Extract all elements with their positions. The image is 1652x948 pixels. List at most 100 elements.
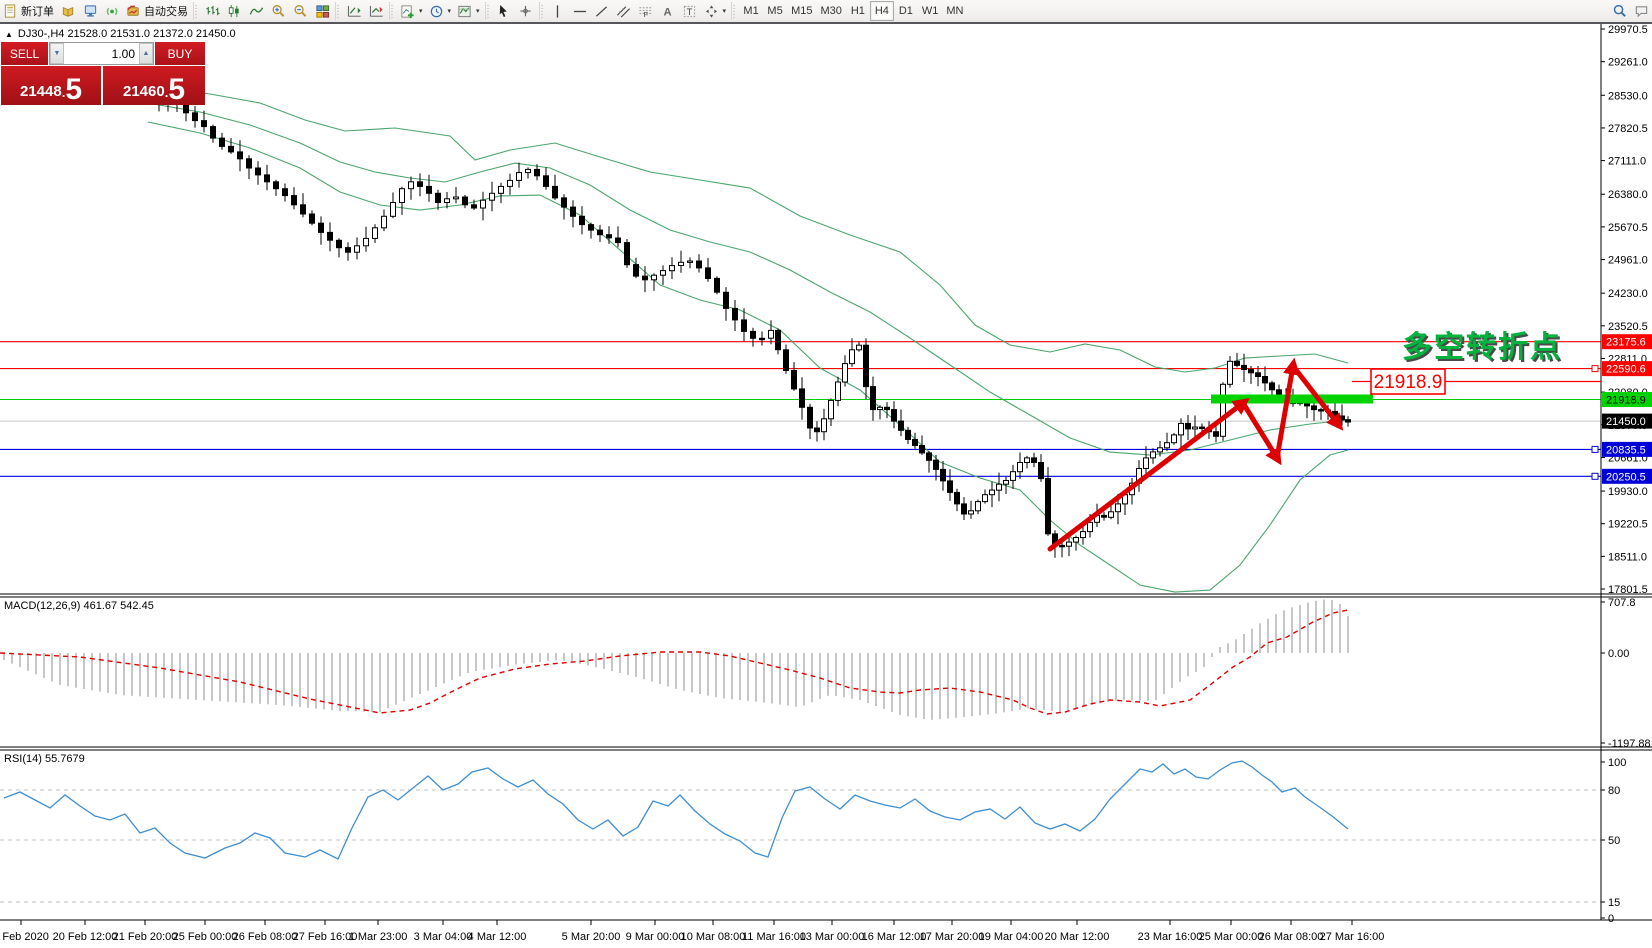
horizontal-line-button[interactable] [569,1,591,21]
history-center-button[interactable] [57,1,79,21]
zoom-in-icon [272,4,284,17]
chevron-down-icon: ▾ [476,8,480,15]
volume-increase-button[interactable]: ▲ [139,43,153,64]
buy-button[interactable]: BUY [154,42,205,65]
turning-point-text[interactable]: 多空转折点 [1402,331,1562,364]
search-icon [1613,4,1626,17]
price-axis-label: 29261.0 [1608,57,1648,69]
line-chart-button[interactable] [245,1,267,21]
price-badge [1602,392,1652,408]
text-button[interactable]: A [657,1,679,21]
new-order-button[interactable]: 新订单 [0,1,57,21]
price-axis-label: 23520.5 [1608,321,1648,333]
time-axis-label: 17 Mar 20:00 [920,931,985,943]
trendline-button[interactable] [591,1,613,21]
highlight-bar-annotation[interactable] [1211,394,1373,404]
time-axis-label: 9 Mar 00:00 [626,931,685,943]
timeframe-m5[interactable]: M5 [767,5,783,17]
toolbar-separator [484,2,491,20]
price-axis-label: 26380.0 [1608,189,1648,201]
zigzag-arrows-annotation[interactable] [1047,357,1344,552]
auto-scroll-icon [369,5,383,17]
chart-canvas[interactable]: 29970.5 29261.0 28530.0 27820.5 27111.0 26380… [0,24,1652,948]
toolbar: 新订单 自动交易 ▾ ▾ ▾ F A T ▾ M1 M5 M15 M30 H1 H4 D1 W1 MN [0,0,1652,22]
price-badge-label: 21918.9 [1606,395,1646,407]
market-watch-button[interactable] [79,1,101,21]
collapse-panel-icon[interactable]: ▲ [5,29,13,39]
chart-shift-button[interactable] [343,1,365,21]
new-order-icon [4,3,16,18]
timeframe-m30[interactable]: M30 [820,5,842,17]
signals-button[interactable] [101,1,123,21]
rsi-axis-label: 15 [1608,897,1620,909]
timeframe-w1[interactable]: W1 [921,5,939,17]
line-chart-icon [249,6,263,15]
timeframe-m1[interactable]: M1 [743,5,759,17]
sell-button[interactable]: SELL [1,42,49,65]
toolbar-separator [538,2,545,20]
pane-borders [0,24,1652,921]
zoom-out-button[interactable] [289,1,311,21]
time-axis-label: 23 Mar 16:00 [1138,931,1203,943]
price-axis-label: 27111.0 [1608,156,1646,168]
indicators-button[interactable]: ▾ [397,1,426,21]
sell-price-dot: . [61,85,66,100]
price-label-box[interactable] [1370,368,1446,395]
price-badge-label: 23175.6 [1606,337,1646,349]
bar-chart-button[interactable] [201,1,223,21]
indicator-add-icon [401,4,414,18]
candle-chart-button[interactable] [223,1,245,21]
rsi-line [3,760,1349,860]
rsi-axis-label: 50 [1608,835,1620,847]
rsi-axis-label: 80 [1608,785,1620,797]
level-endpoint-marker[interactable] [1591,472,1599,480]
arrows-icon [705,4,717,18]
crosshair-button[interactable] [515,1,537,21]
price-badge-label: 21450.0 [1606,416,1646,428]
channel-button[interactable] [613,1,635,21]
templates-button[interactable]: ▾ [454,1,483,21]
volume-input[interactable] [64,43,139,64]
chart-shift-icon [347,5,361,17]
timeframe-d1[interactable]: D1 [898,5,913,17]
tile-windows-icon [315,4,329,18]
tile-windows-button[interactable] [311,1,333,21]
chat-button[interactable] [1630,1,1652,21]
timeframe-mn[interactable]: MN [946,5,964,17]
chat-icon [1635,5,1647,18]
timeframe-h4[interactable]: H4 [869,1,894,21]
buy-price[interactable]: 21460. 5 [103,66,205,105]
periods-button[interactable]: ▾ [426,1,455,21]
time-axis-label: 26 Feb 08:00 [233,931,298,943]
autotrading-button[interactable]: 自动交易 [123,1,191,21]
time-axis-label: 10 Mar 08:00 [681,931,746,943]
time-axis-label: 25 Mar 00:00 [1199,931,1264,943]
volume-decrease-button[interactable]: ▼ [50,43,64,64]
text-label-button[interactable]: T [679,1,701,21]
zoom-in-button[interactable] [267,1,289,21]
macd-axis-label: 707.8 [1608,597,1636,609]
timeframe-m15[interactable]: M15 [791,5,813,17]
cursor-button[interactable] [493,1,515,21]
price-axis[interactable]: 29970.5 29261.0 28530.0 27820.5 27111.0 26380… [1601,24,1651,925]
time-axis-label: 19 Mar 04:00 [979,931,1044,943]
time-axis-label: 3 Mar 04:00 [414,931,473,943]
auto-scroll-button[interactable] [365,1,387,21]
timeframe-h1[interactable]: H1 [850,5,865,17]
level-endpoint-marker[interactable] [1591,445,1599,453]
svg-text:T: T [687,6,693,16]
arrows-button[interactable]: ▾ [701,1,730,21]
search-button[interactable] [1608,1,1630,21]
time-axis-label: 20 Feb 12:00 [53,931,118,943]
fibonacci-button[interactable]: F [635,1,657,21]
vertical-line-button[interactable] [547,1,569,21]
level-endpoint-marker[interactable] [1591,365,1599,373]
price-axis-label: 17801.5 [1608,584,1648,596]
sell-price[interactable]: 21448. 5 [1,66,103,105]
vline-icon [556,4,559,18]
buy-price-dot: . [164,85,169,100]
price-label-text: 21918.9 [1374,372,1443,393]
chart-area[interactable]: 29970.5 29261.0 28530.0 27820.5 27111.0 26380… [0,24,1652,948]
rsi-axis-label: 100 [1608,757,1626,769]
